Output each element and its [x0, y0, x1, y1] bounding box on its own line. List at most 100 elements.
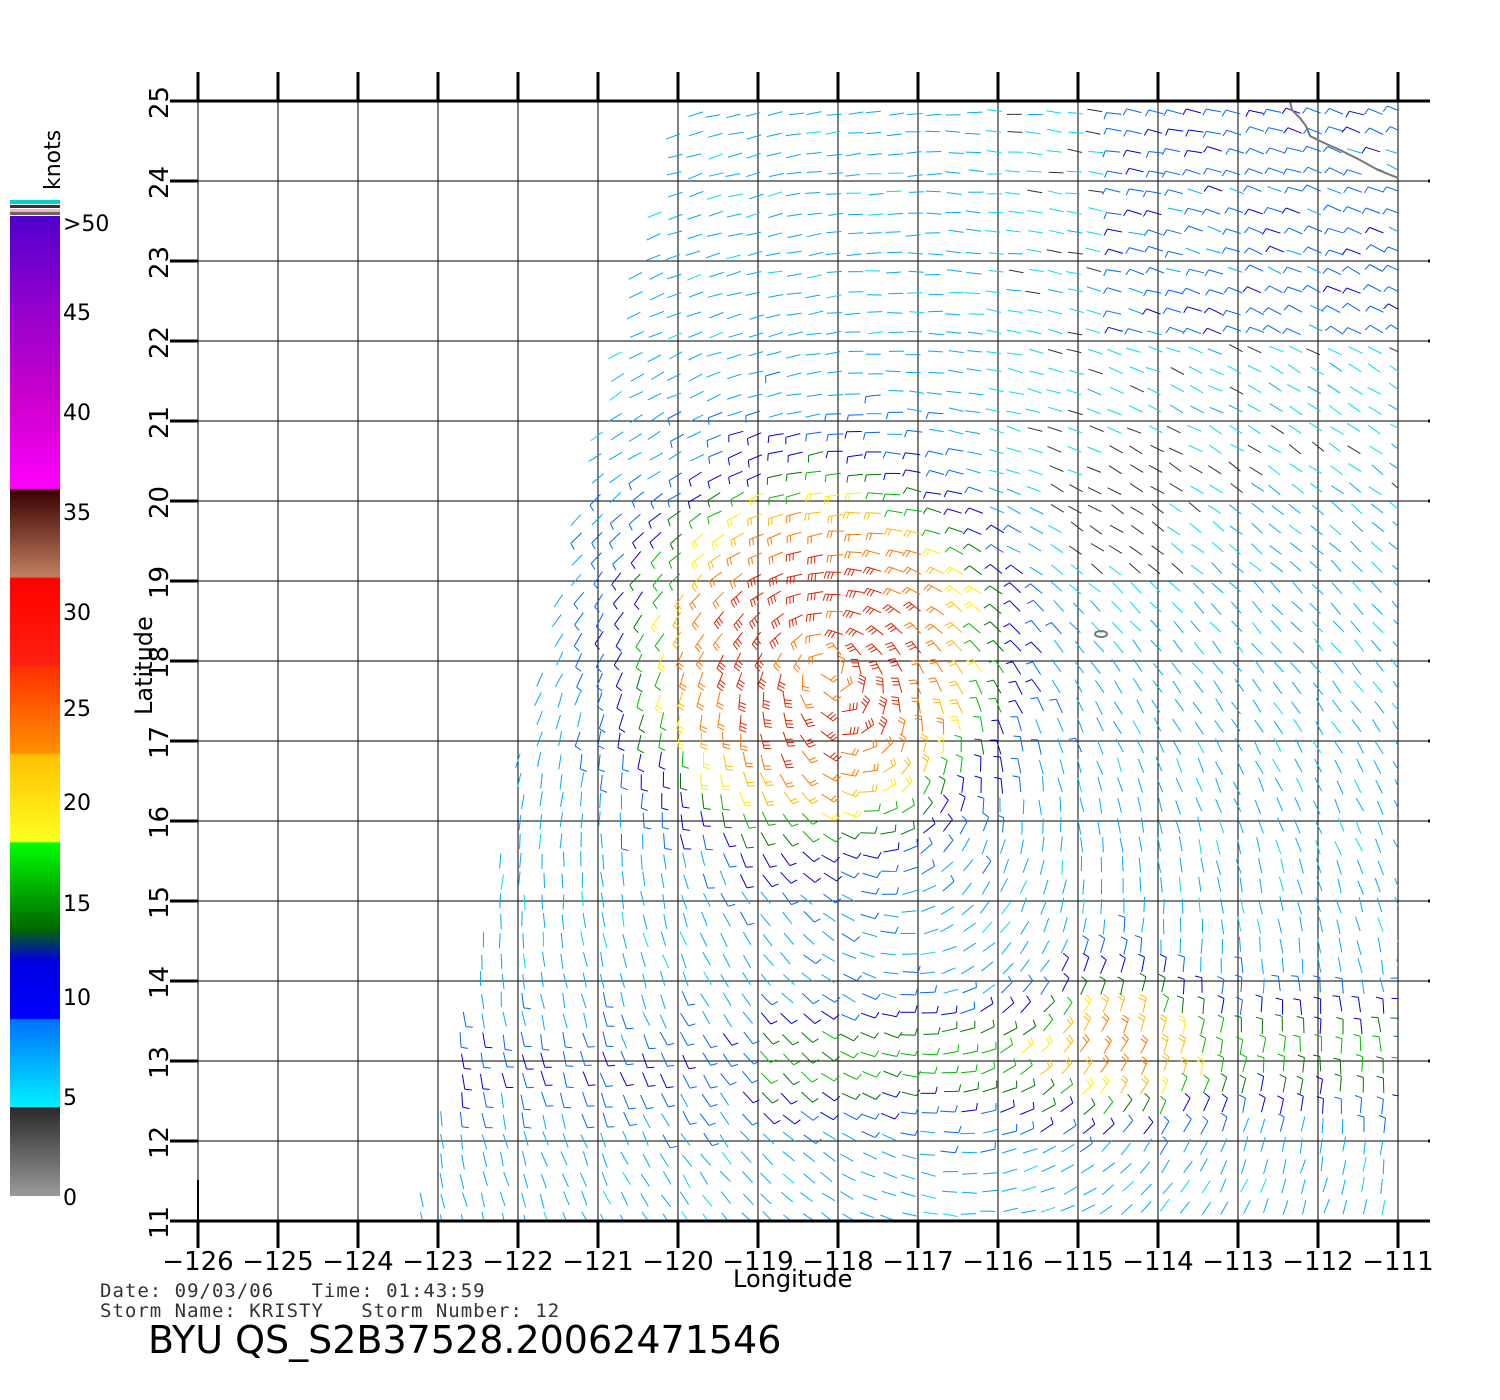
wind-barb-flag — [856, 1073, 862, 1080]
wind-barb-flag — [1316, 1096, 1324, 1100]
wind-barb — [926, 548, 941, 555]
wind-barb-flag — [729, 1081, 737, 1086]
wind-barb — [1066, 210, 1082, 215]
wind-barb — [1334, 841, 1342, 856]
wind-barb — [720, 933, 728, 948]
wind-barb — [697, 672, 704, 687]
wind-barb — [723, 853, 731, 868]
wind-barb-flag — [826, 530, 830, 538]
wind-barb-flag — [613, 664, 620, 671]
wind-barb — [1331, 582, 1343, 595]
wind-barb-flag — [674, 641, 680, 647]
wind-barb — [801, 750, 812, 764]
wind-barb — [1376, 897, 1383, 913]
wind-barb — [1140, 1183, 1152, 1196]
wind-barb-flag — [626, 1027, 634, 1030]
wind-barb — [994, 660, 1005, 674]
wind-barb — [1298, 937, 1301, 953]
wind-barb — [826, 294, 842, 299]
wind-barb — [988, 487, 1004, 494]
wind-barb — [615, 672, 623, 687]
colorbar-tick-label: 35 — [63, 501, 91, 526]
wind-barb — [726, 213, 742, 218]
wind-barb — [1101, 1139, 1112, 1153]
wind-barb — [1025, 131, 1041, 135]
wind-barb-flag — [1183, 150, 1188, 158]
wind-barb — [699, 932, 708, 947]
wind-barb — [1042, 1145, 1057, 1154]
wind-barb — [700, 1153, 711, 1166]
wind-barb-flag — [1082, 952, 1090, 958]
wind-barb — [1320, 1156, 1324, 1172]
wind-barb — [767, 93, 782, 97]
wind-barb — [1182, 1060, 1188, 1076]
wind-barb — [1256, 836, 1261, 852]
wind-barb-flag — [865, 550, 870, 558]
wind-barb — [629, 391, 644, 399]
wind-barb-flag — [895, 801, 898, 809]
wind-barb — [907, 408, 923, 412]
wind-barb-flag — [829, 714, 837, 720]
wind-barb — [1232, 781, 1241, 796]
wind-barb — [1113, 701, 1123, 715]
wind-barb — [1181, 898, 1184, 914]
wind-barb-flag — [693, 582, 699, 590]
wind-barb-flag — [723, 788, 731, 791]
wind-barb — [523, 894, 526, 910]
wind-barb — [1045, 389, 1061, 394]
wind-barb — [1200, 938, 1203, 954]
wind-barb — [1019, 1127, 1035, 1135]
wind-barb — [1051, 659, 1062, 672]
wind-barb — [482, 1152, 488, 1168]
wind-barb — [860, 913, 876, 920]
wind-barb — [828, 554, 844, 557]
wind-barb — [862, 932, 878, 938]
wind-barb — [589, 493, 601, 506]
wind-barb-flag — [697, 685, 705, 691]
wind-barb — [1065, 192, 1081, 195]
wind-barb-flag — [1048, 1035, 1053, 1043]
wind-barb — [598, 754, 601, 770]
wind-barb-flag — [712, 602, 717, 610]
wind-barb — [1194, 601, 1205, 615]
wind-barb — [894, 658, 903, 672]
wind-barb-flag — [814, 592, 816, 600]
wind-barb — [1358, 897, 1364, 913]
wind-barb-flag — [1196, 1059, 1204, 1064]
wind-barb — [648, 331, 663, 338]
wind-barb — [985, 130, 1001, 133]
wind-barb-flag — [1335, 1036, 1343, 1040]
wind-barb-flag — [911, 700, 919, 703]
wind-barb — [1026, 330, 1042, 335]
wind-barb-flag — [628, 1107, 636, 1110]
wind-barb — [805, 413, 821, 418]
wind-barb-flag — [1025, 661, 1033, 665]
wind-barb-flag — [1225, 148, 1230, 155]
wind-barb — [786, 95, 801, 97]
wind-barb — [1146, 289, 1162, 294]
wind-barb — [1339, 1076, 1342, 1092]
wind-barb-flag — [855, 1093, 861, 1100]
wind-barb-flag — [739, 701, 747, 706]
wind-barb — [963, 1088, 979, 1093]
wind-barb — [618, 713, 625, 729]
wind-barb — [666, 171, 682, 176]
wind-barb-flag — [922, 507, 928, 515]
wind-barb — [826, 113, 842, 116]
wind-barb — [1269, 147, 1285, 154]
wind-barb-flag — [773, 620, 778, 628]
wind-barb-flag — [862, 698, 869, 704]
wind-barb-flag — [689, 1122, 697, 1125]
wind-barb-flag — [1106, 1035, 1112, 1041]
wind-barb — [821, 974, 835, 984]
wind-barb-flag — [661, 807, 669, 811]
wind-barb-flag — [1104, 170, 1108, 178]
wind-barb-flag — [925, 549, 931, 556]
wind-barb — [1220, 1138, 1228, 1153]
wind-barb — [1091, 563, 1103, 575]
wind-barb-flag — [791, 1100, 798, 1105]
wind-barb — [1040, 1065, 1053, 1075]
wind-barb — [868, 213, 884, 216]
wind-barb-flag — [1382, 264, 1388, 271]
wind-barb-flag — [574, 745, 582, 751]
